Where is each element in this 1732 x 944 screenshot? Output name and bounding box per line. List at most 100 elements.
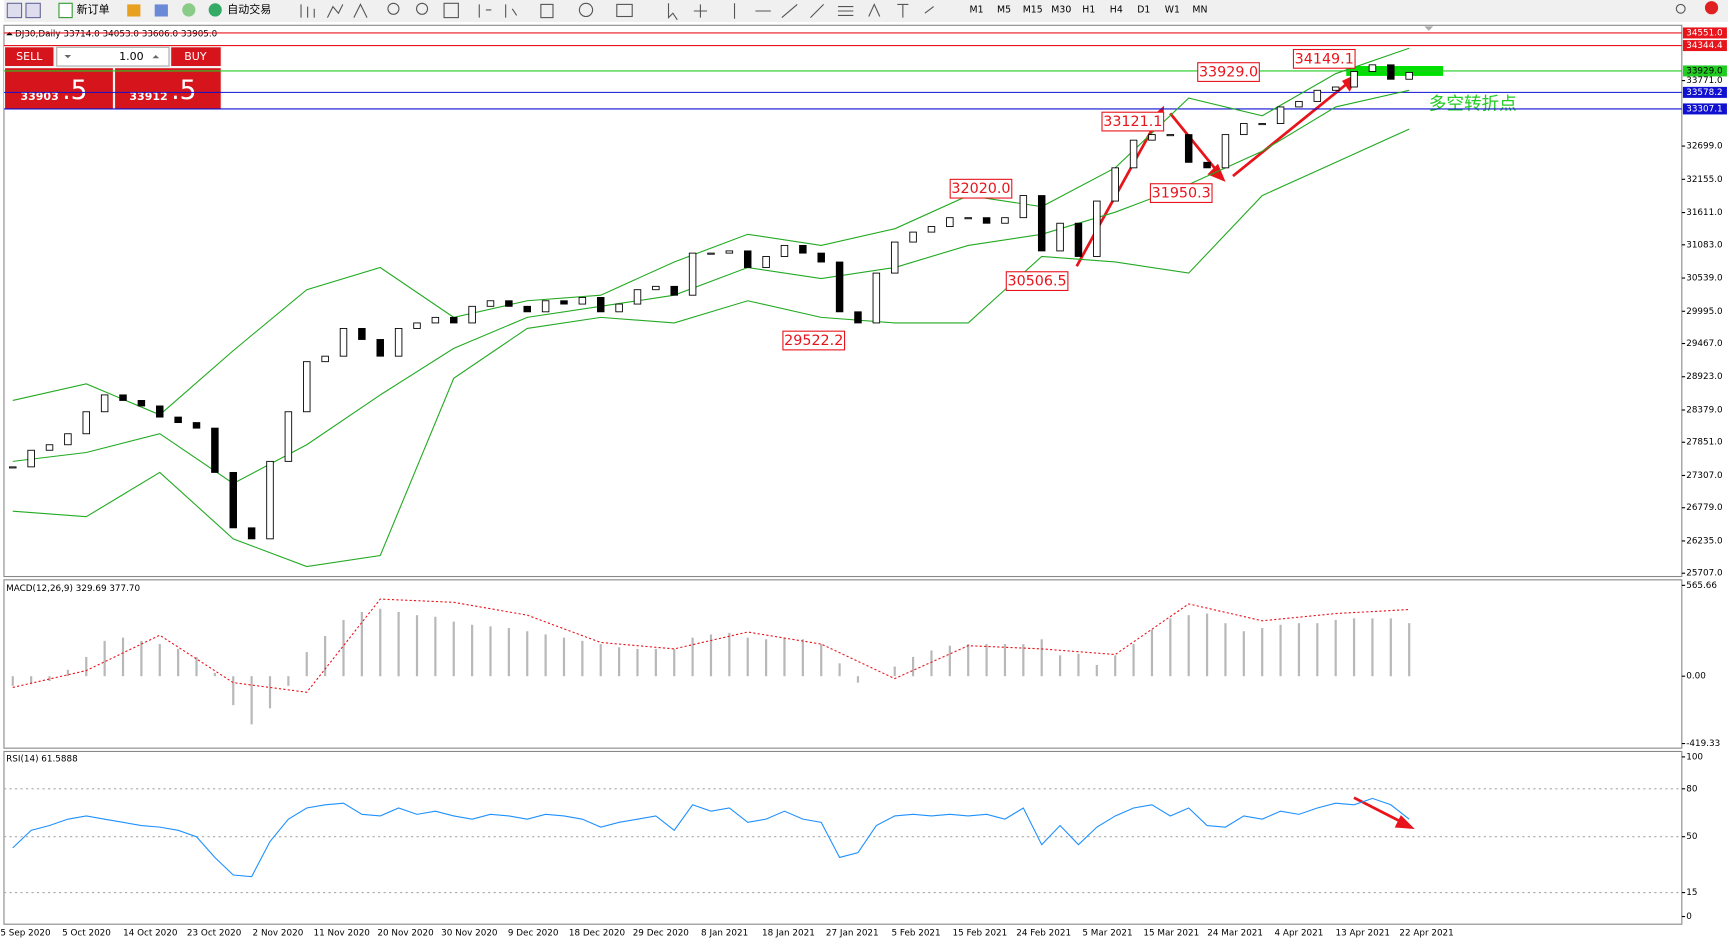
timeframe[interactable]: W1: [1165, 4, 1180, 15]
icon[interactable]: [6, 2, 23, 19]
x-tick-label: 22 Apr 2021: [1399, 928, 1453, 938]
x-tick-label: 5 Oct 2020: [62, 928, 111, 938]
candle: [633, 289, 642, 305]
auto-trading-icon[interactable]: [208, 3, 222, 17]
x-tick-label: 9 Dec 2020: [508, 928, 559, 938]
icon[interactable]: [127, 4, 141, 17]
lots[interactable]: 1.00: [119, 50, 143, 63]
annotation-box: [1197, 62, 1260, 82]
candle: [780, 244, 789, 257]
icon[interactable]: [540, 3, 554, 19]
lots-input[interactable]: [56, 46, 170, 67]
candle: [578, 297, 587, 305]
timeframe[interactable]: D1: [1137, 4, 1150, 15]
icon[interactable]: [416, 2, 429, 15]
icon[interactable]: [478, 4, 518, 18]
x-tick-label: 18 Dec 2020: [569, 928, 626, 938]
x-tick-label: 30 Nov 2020: [441, 928, 498, 938]
candle: [211, 427, 219, 473]
candle: [1111, 167, 1119, 202]
candle: [27, 449, 35, 468]
y-tick-label: 565.66: [1686, 581, 1717, 591]
icon[interactable]: [616, 3, 633, 18]
x-tick-label: 5 Feb 2021: [891, 928, 940, 938]
candle: [762, 256, 770, 268]
bid-main[interactable]: 33903: [20, 90, 58, 103]
timeframe[interactable]: M30: [1051, 4, 1071, 15]
buy-price-box[interactable]: [115, 68, 221, 109]
ask-main[interactable]: 33912: [129, 90, 167, 103]
ask-frac[interactable]: .5: [171, 75, 196, 106]
candle: [1368, 64, 1377, 72]
timeframe[interactable]: M15: [1023, 4, 1043, 15]
icon[interactable]: [300, 4, 315, 18]
candle: [413, 322, 421, 329]
sell-label[interactable]: SELL: [16, 50, 43, 63]
candle: [82, 411, 91, 435]
icon[interactable]: [578, 2, 594, 18]
y-tick-label: 33771.0: [1686, 76, 1723, 86]
y-tick-label: 0.00: [1686, 672, 1706, 682]
sell-price-box[interactable]: [5, 68, 113, 109]
icon[interactable]: [182, 3, 196, 17]
timeframe[interactable]: M5: [997, 4, 1011, 15]
notification[interactable]: [1704, 1, 1719, 15]
icon[interactable]: [154, 4, 168, 17]
timeframe[interactable]: H4: [1110, 4, 1123, 15]
annotation-box: [949, 178, 1013, 199]
sell-button[interactable]: [5, 47, 54, 67]
search-icon[interactable]: [1675, 3, 1686, 14]
icon[interactable]: [443, 2, 459, 19]
annotation: 30506.5: [1008, 274, 1067, 290]
annotation: 33929.0: [1199, 65, 1258, 81]
y-tick-label: 26235.0: [1686, 536, 1723, 546]
annotation: 32020.0: [951, 181, 1010, 197]
icon[interactable]: [353, 3, 368, 18]
buy-label[interactable]: BUY: [184, 50, 207, 63]
timeframe[interactable]: M1: [970, 4, 984, 15]
candle: [229, 471, 237, 529]
buy-button[interactable]: [171, 47, 221, 67]
icon[interactable]: [326, 4, 344, 18]
new-order-icon[interactable]: [58, 2, 73, 19]
note: 多空转折点: [1429, 95, 1517, 115]
icon[interactable]: [667, 3, 678, 21]
x-tick-label: 24 Mar 2021: [1207, 928, 1263, 938]
candle: [541, 300, 550, 313]
candle: [303, 361, 311, 413]
y-tick-label: 0: [1686, 912, 1692, 922]
timeframe[interactable]: MN: [1192, 4, 1207, 15]
candle: [284, 411, 293, 462]
annotation: 31950.3: [1152, 186, 1211, 202]
icon[interactable]: [387, 2, 400, 15]
candle: [725, 250, 734, 254]
candle: [1331, 86, 1340, 91]
candle: [1056, 222, 1064, 252]
candle: [964, 217, 972, 220]
auto-trading[interactable]: 自动交易: [227, 2, 271, 16]
x-tick-label: 2 Nov 2020: [253, 928, 304, 938]
y-tick-label: -419.33: [1686, 739, 1720, 749]
background: [3, 0, 1729, 944]
bid-frac[interactable]: .5: [62, 75, 87, 106]
icon[interactable]: [25, 2, 41, 19]
icon[interactable]: [868, 3, 934, 18]
candle: [9, 466, 17, 469]
price-level-tag: [1682, 103, 1727, 115]
price-level-label: 33929.0: [1686, 66, 1723, 76]
new-order[interactable]: 新订单: [77, 2, 110, 16]
candle: [688, 252, 697, 296]
y-tick-label: 28923.0: [1686, 372, 1723, 382]
candle: [872, 272, 881, 324]
candle: [523, 305, 531, 313]
x-tick-label: 5 Mar 2021: [1082, 928, 1132, 938]
chart-header: DJ30,Daily 33714.0 34053.0 33606.0 33905…: [15, 30, 218, 40]
price-level-tag: [1682, 40, 1727, 52]
candle: [45, 444, 54, 451]
timeframe[interactable]: H1: [1082, 4, 1095, 15]
icon[interactable]: [693, 3, 854, 19]
x-tick-label: 29 Dec 2020: [633, 928, 690, 938]
x-tick-label: 13 Apr 2021: [1336, 928, 1390, 938]
tool-icons: [300, 2, 1686, 21]
candle: [1350, 71, 1358, 88]
